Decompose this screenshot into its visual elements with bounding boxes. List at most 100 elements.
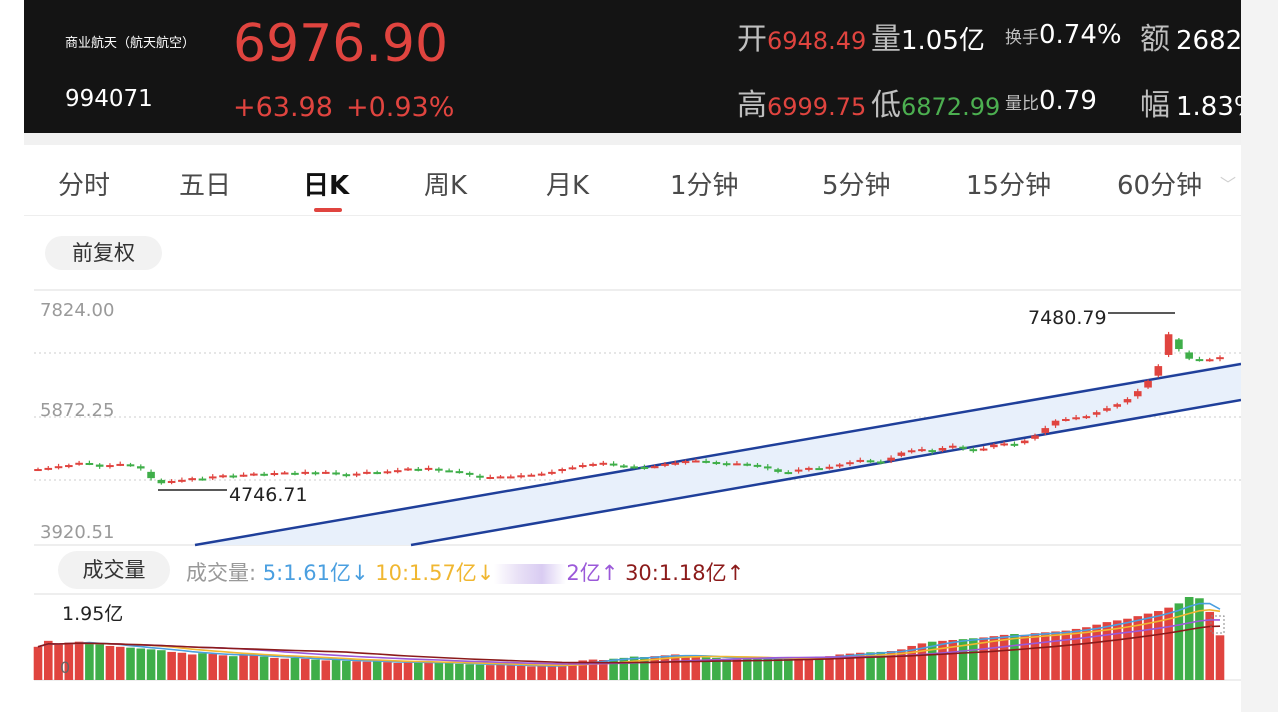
candle-body — [578, 465, 587, 468]
volume-bar — [43, 640, 53, 680]
tab-1min[interactable]: 1分钟 — [670, 171, 739, 201]
tab-monthly-k[interactable]: 月K — [546, 171, 590, 201]
kline-page: 商业航天（航天航空） 994071 6976.90 +63.98 +0.93% … — [24, 0, 1241, 712]
candle-body — [979, 448, 988, 451]
volume-bar — [660, 655, 670, 680]
volume-bar — [999, 634, 1009, 680]
volume-bar — [167, 651, 176, 680]
volume-bar — [413, 662, 423, 680]
volume-bar — [557, 665, 567, 680]
candle-body — [178, 479, 186, 482]
candle-body — [95, 464, 104, 467]
candle-body — [75, 462, 83, 465]
volume-bar — [989, 636, 999, 680]
volume-bar — [753, 658, 762, 680]
volume-bar — [1195, 598, 1204, 680]
volume-bar — [588, 659, 598, 680]
volume-bar — [619, 657, 629, 680]
y-tick-min: 3920.51 — [40, 522, 114, 543]
volume-legend-prefix: 成交量: — [186, 561, 257, 585]
candle-body — [1113, 404, 1122, 407]
candle-body — [1103, 408, 1111, 411]
tab-60min[interactable]: 60分钟 — [1117, 171, 1203, 201]
header-divider — [24, 133, 1241, 145]
candle-body — [887, 457, 895, 461]
candle-body — [188, 478, 196, 481]
candle-body — [1185, 352, 1193, 359]
volume-bar — [1143, 613, 1153, 680]
volume-bar — [136, 648, 146, 680]
kline-chart[interactable]: 7824.00 5872.25 3920.51 7480.79 4746.71 … — [24, 0, 1241, 712]
volume-bar — [455, 663, 464, 680]
candle-body — [722, 463, 731, 466]
tab-weekly-k[interactable]: 周K — [424, 171, 468, 201]
volume-ratio-value: 0.79 — [1039, 86, 1097, 116]
ma5-line — [37, 602, 1221, 667]
low-stat: 低6872.99 — [871, 80, 1000, 124]
open-label: 开 — [737, 22, 767, 57]
volume-bar — [1164, 607, 1173, 680]
volume-ma-lines — [37, 602, 1221, 667]
tab-five-day[interactable]: 五日 — [179, 171, 232, 201]
amount-value: 2682 — [1176, 26, 1241, 56]
candle-body — [136, 466, 145, 469]
adjust-mode-button[interactable]: 前复权 — [45, 236, 162, 270]
volume-bar — [763, 657, 773, 680]
tab-15min[interactable]: 15分钟 — [966, 171, 1052, 201]
volume-bar — [938, 640, 947, 680]
volume-bar — [1133, 616, 1143, 680]
volume-bar — [701, 657, 711, 680]
volume-bar — [74, 641, 84, 680]
tab-timeshare[interactable]: 分时 — [58, 171, 111, 201]
candle-body — [507, 476, 515, 479]
volume-bar — [383, 662, 392, 680]
volume-max-label: 1.95亿 — [62, 603, 123, 625]
candle-body — [342, 474, 351, 477]
volume-bar — [342, 660, 351, 680]
volume-bar — [1154, 611, 1163, 680]
candle-body — [229, 475, 238, 478]
volume-bar — [85, 643, 94, 680]
volume-zero-label: 0 — [60, 658, 70, 677]
volume-indicator-button[interactable]: 成交量 — [58, 551, 170, 589]
volume-bar — [897, 649, 906, 680]
volume-bar — [855, 652, 865, 680]
stock-name: 商业航天（航天航空） — [65, 36, 196, 51]
volume-bar — [886, 651, 896, 680]
candle-body — [877, 461, 885, 464]
volume-bar — [866, 652, 875, 680]
candle-body — [1051, 420, 1060, 426]
volume-bar — [681, 655, 690, 680]
obscured-ma20 — [494, 564, 567, 584]
volume-bar — [1071, 628, 1081, 680]
candle-body — [301, 471, 310, 474]
volume-bar — [95, 644, 104, 680]
volume-bar — [506, 665, 516, 680]
candle-body — [1041, 428, 1050, 433]
volume-bar — [198, 653, 207, 680]
volume-bar — [732, 658, 742, 680]
right-scroll-strip — [1241, 0, 1278, 712]
candle-body — [85, 462, 94, 465]
candle-body — [753, 464, 762, 467]
turnover-stat: 换手0.74% — [1005, 20, 1122, 50]
volume-bar — [280, 658, 289, 680]
candle-body — [1164, 334, 1173, 355]
candle-body — [969, 449, 978, 452]
candle-body — [774, 469, 782, 472]
tab-5min[interactable]: 5分钟 — [822, 171, 891, 201]
candle-body — [548, 471, 556, 474]
volume-bar — [1092, 624, 1101, 680]
volume-bar — [742, 658, 752, 680]
candle-body — [157, 479, 166, 484]
volume-bar — [1205, 611, 1215, 680]
candle-body — [363, 471, 371, 474]
low-label: 低 — [871, 88, 901, 123]
volume-bar — [105, 645, 115, 680]
candle-body — [743, 463, 751, 466]
tab-daily-k[interactable]: 日K — [303, 171, 350, 201]
volume-bar — [907, 645, 916, 680]
candle-body — [825, 466, 834, 469]
chevron-down-icon[interactable]: ﹀ — [1220, 175, 1237, 194]
candle-body — [589, 463, 597, 466]
